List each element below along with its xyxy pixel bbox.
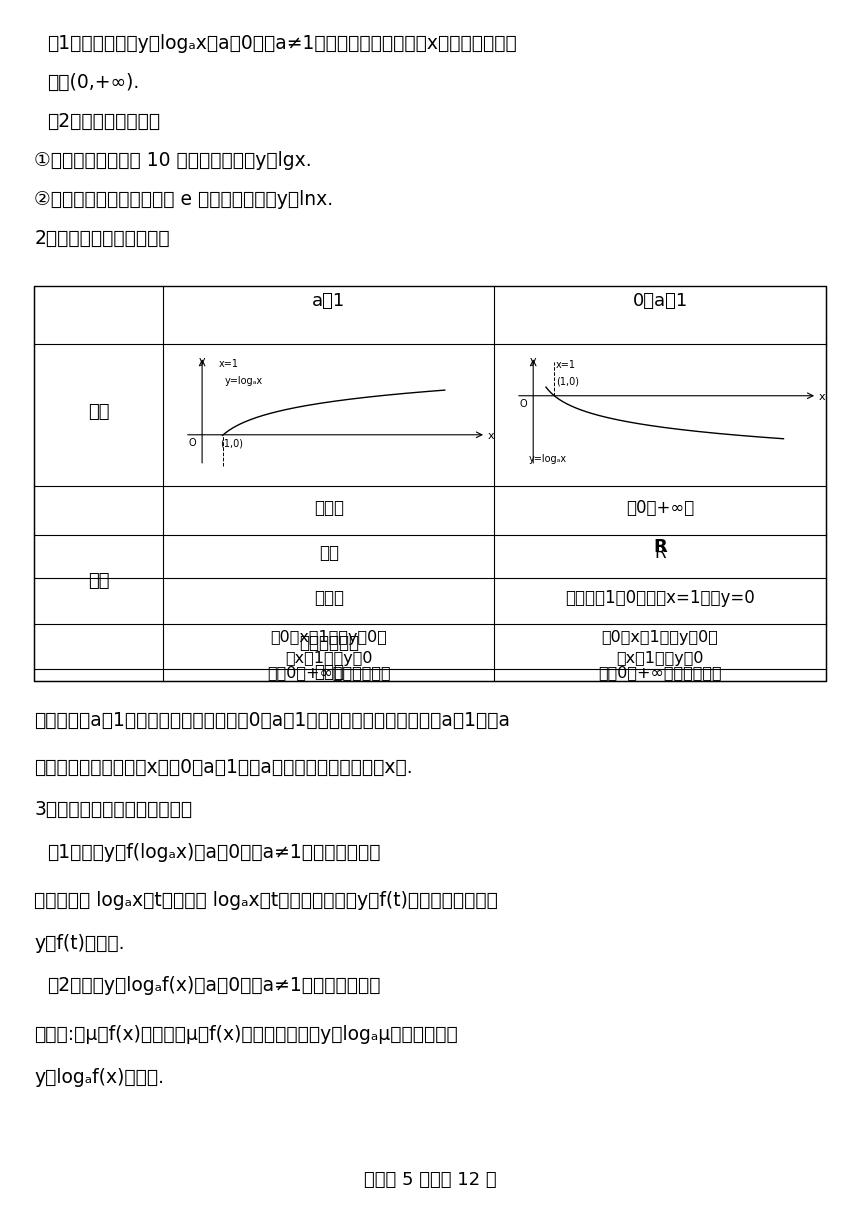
Text: （0，+∞）: （0，+∞）: [626, 499, 694, 517]
Text: 域为(0,+∞).: 域为(0,+∞).: [47, 73, 139, 92]
Text: y=logₐx: y=logₐx: [529, 454, 567, 463]
Text: O: O: [519, 399, 527, 410]
Text: x: x: [488, 432, 494, 441]
Text: 当x＞1时，y＜0: 当x＞1时，y＜0: [617, 651, 703, 665]
Text: 图象: 图象: [89, 404, 110, 421]
Text: x=1: x=1: [218, 359, 238, 368]
Text: 是（0，+∞）上的增函数: 是（0，+∞）上的增函数: [267, 665, 390, 680]
Text: 定义域: 定义域: [314, 499, 344, 517]
Text: 试卷第 5 页，共 12 页: 试卷第 5 页，共 12 页: [364, 1171, 496, 1188]
Text: y: y: [530, 356, 537, 366]
Text: R: R: [654, 545, 666, 562]
Text: ②自然对数函数：以无理数 e 为底的对数函数y＝lnx.: ②自然对数函数：以无理数 e 为底的对数函数y＝lnx.: [34, 190, 334, 209]
FancyBboxPatch shape: [34, 286, 826, 681]
Text: (1,0): (1,0): [556, 377, 580, 387]
Text: y: y: [199, 356, 206, 366]
Text: ①常用对数函数：以 10 为底的对数函数y＝lgx.: ①常用对数函数：以 10 为底的对数函数y＝lgx.: [34, 151, 312, 170]
Text: x=1: x=1: [556, 360, 576, 370]
Text: 性质: 性质: [89, 572, 110, 590]
Text: （2）特殊的对数函数: （2）特殊的对数函数: [47, 112, 161, 131]
Text: （2）形如y＝logₐf(x)（a＞0，且a≠1）的函数的值域: （2）形如y＝logₐf(x)（a＞0，且a≠1）的函数的值域: [47, 976, 381, 996]
Text: y＝logₐf(x)的值域.: y＝logₐf(x)的值域.: [34, 1068, 164, 1087]
Text: R: R: [654, 537, 666, 556]
Text: 单调性: 单调性: [314, 663, 344, 681]
Text: 当x＞1时，y＞0: 当x＞1时，y＞0: [286, 651, 372, 665]
Text: y＝f(t)的值域.: y＝f(t)的值域.: [34, 934, 125, 953]
Text: 2、对数函数的图象与性质: 2、对数函数的图象与性质: [34, 229, 170, 248]
Text: O: O: [188, 439, 196, 449]
Text: 当0＜x＜1时，y＞0；: 当0＜x＜1时，y＞0；: [602, 630, 718, 644]
Text: (1,0): (1,0): [220, 439, 243, 449]
Text: 是（0，+∞）上的减函数: 是（0，+∞）上的减函数: [599, 665, 722, 680]
Text: 过定点（1，0），即x=1时，y=0: 过定点（1，0），即x=1时，y=0: [565, 589, 755, 607]
Text: a＞1: a＞1: [312, 292, 346, 310]
Text: 值域: 值域: [319, 545, 339, 562]
Text: 函数值的变化: 函数值的变化: [299, 635, 359, 652]
Text: 换元法:令μ＝f(x)，先求出μ＝f(x)的值域，再利用y＝logₐμ的单调性求出: 换元法:令μ＝f(x)，先求出μ＝f(x)的值域，再利用y＝logₐμ的单调性求…: [34, 1025, 458, 1045]
Text: 3、对数型复合函数值域的求法: 3、对数型复合函数值域的求法: [34, 800, 193, 820]
Text: （1）形如y＝f(logₐx)（a＞0，且a≠1）的函数求值域: （1）形如y＝f(logₐx)（a＞0，且a≠1）的函数求值域: [47, 843, 381, 862]
Text: y=logₐx: y=logₐx: [224, 376, 262, 385]
Text: 过定点: 过定点: [314, 589, 344, 607]
Text: 越大，图象向右越靠近x轴；0＜a＜1时，a越小，图象向右越靠近x轴.: 越大，图象向右越靠近x轴；0＜a＜1时，a越小，图象向右越靠近x轴.: [34, 758, 413, 777]
Text: 换元法：令 logₐx＝t，先求出 logₐx＝t的值域，再利用y＝f(t)的单调性，再求出: 换元法：令 logₐx＝t，先求出 logₐx＝t的值域，再利用y＝f(t)的单…: [34, 891, 498, 911]
Text: （1）定义：函数y＝logₐx（a＞0，且a≠1）叫做对数函数，其中x是自变量，定义: （1）定义：函数y＝logₐx（a＞0，且a≠1）叫做对数函数，其中x是自变量，…: [47, 34, 517, 54]
Text: 0＜a＜1: 0＜a＜1: [632, 292, 688, 310]
Text: 当0＜x＜1时，y＜0；: 当0＜x＜1时，y＜0；: [271, 630, 387, 644]
Text: 【小结】当a＞1时，图象呈上升趋势；当0＜a＜1时，图象呈下降趋势，又当a＞1时，a: 【小结】当a＞1时，图象呈上升趋势；当0＜a＜1时，图象呈下降趋势，又当a＞1时…: [34, 711, 510, 731]
Text: x: x: [819, 392, 826, 402]
